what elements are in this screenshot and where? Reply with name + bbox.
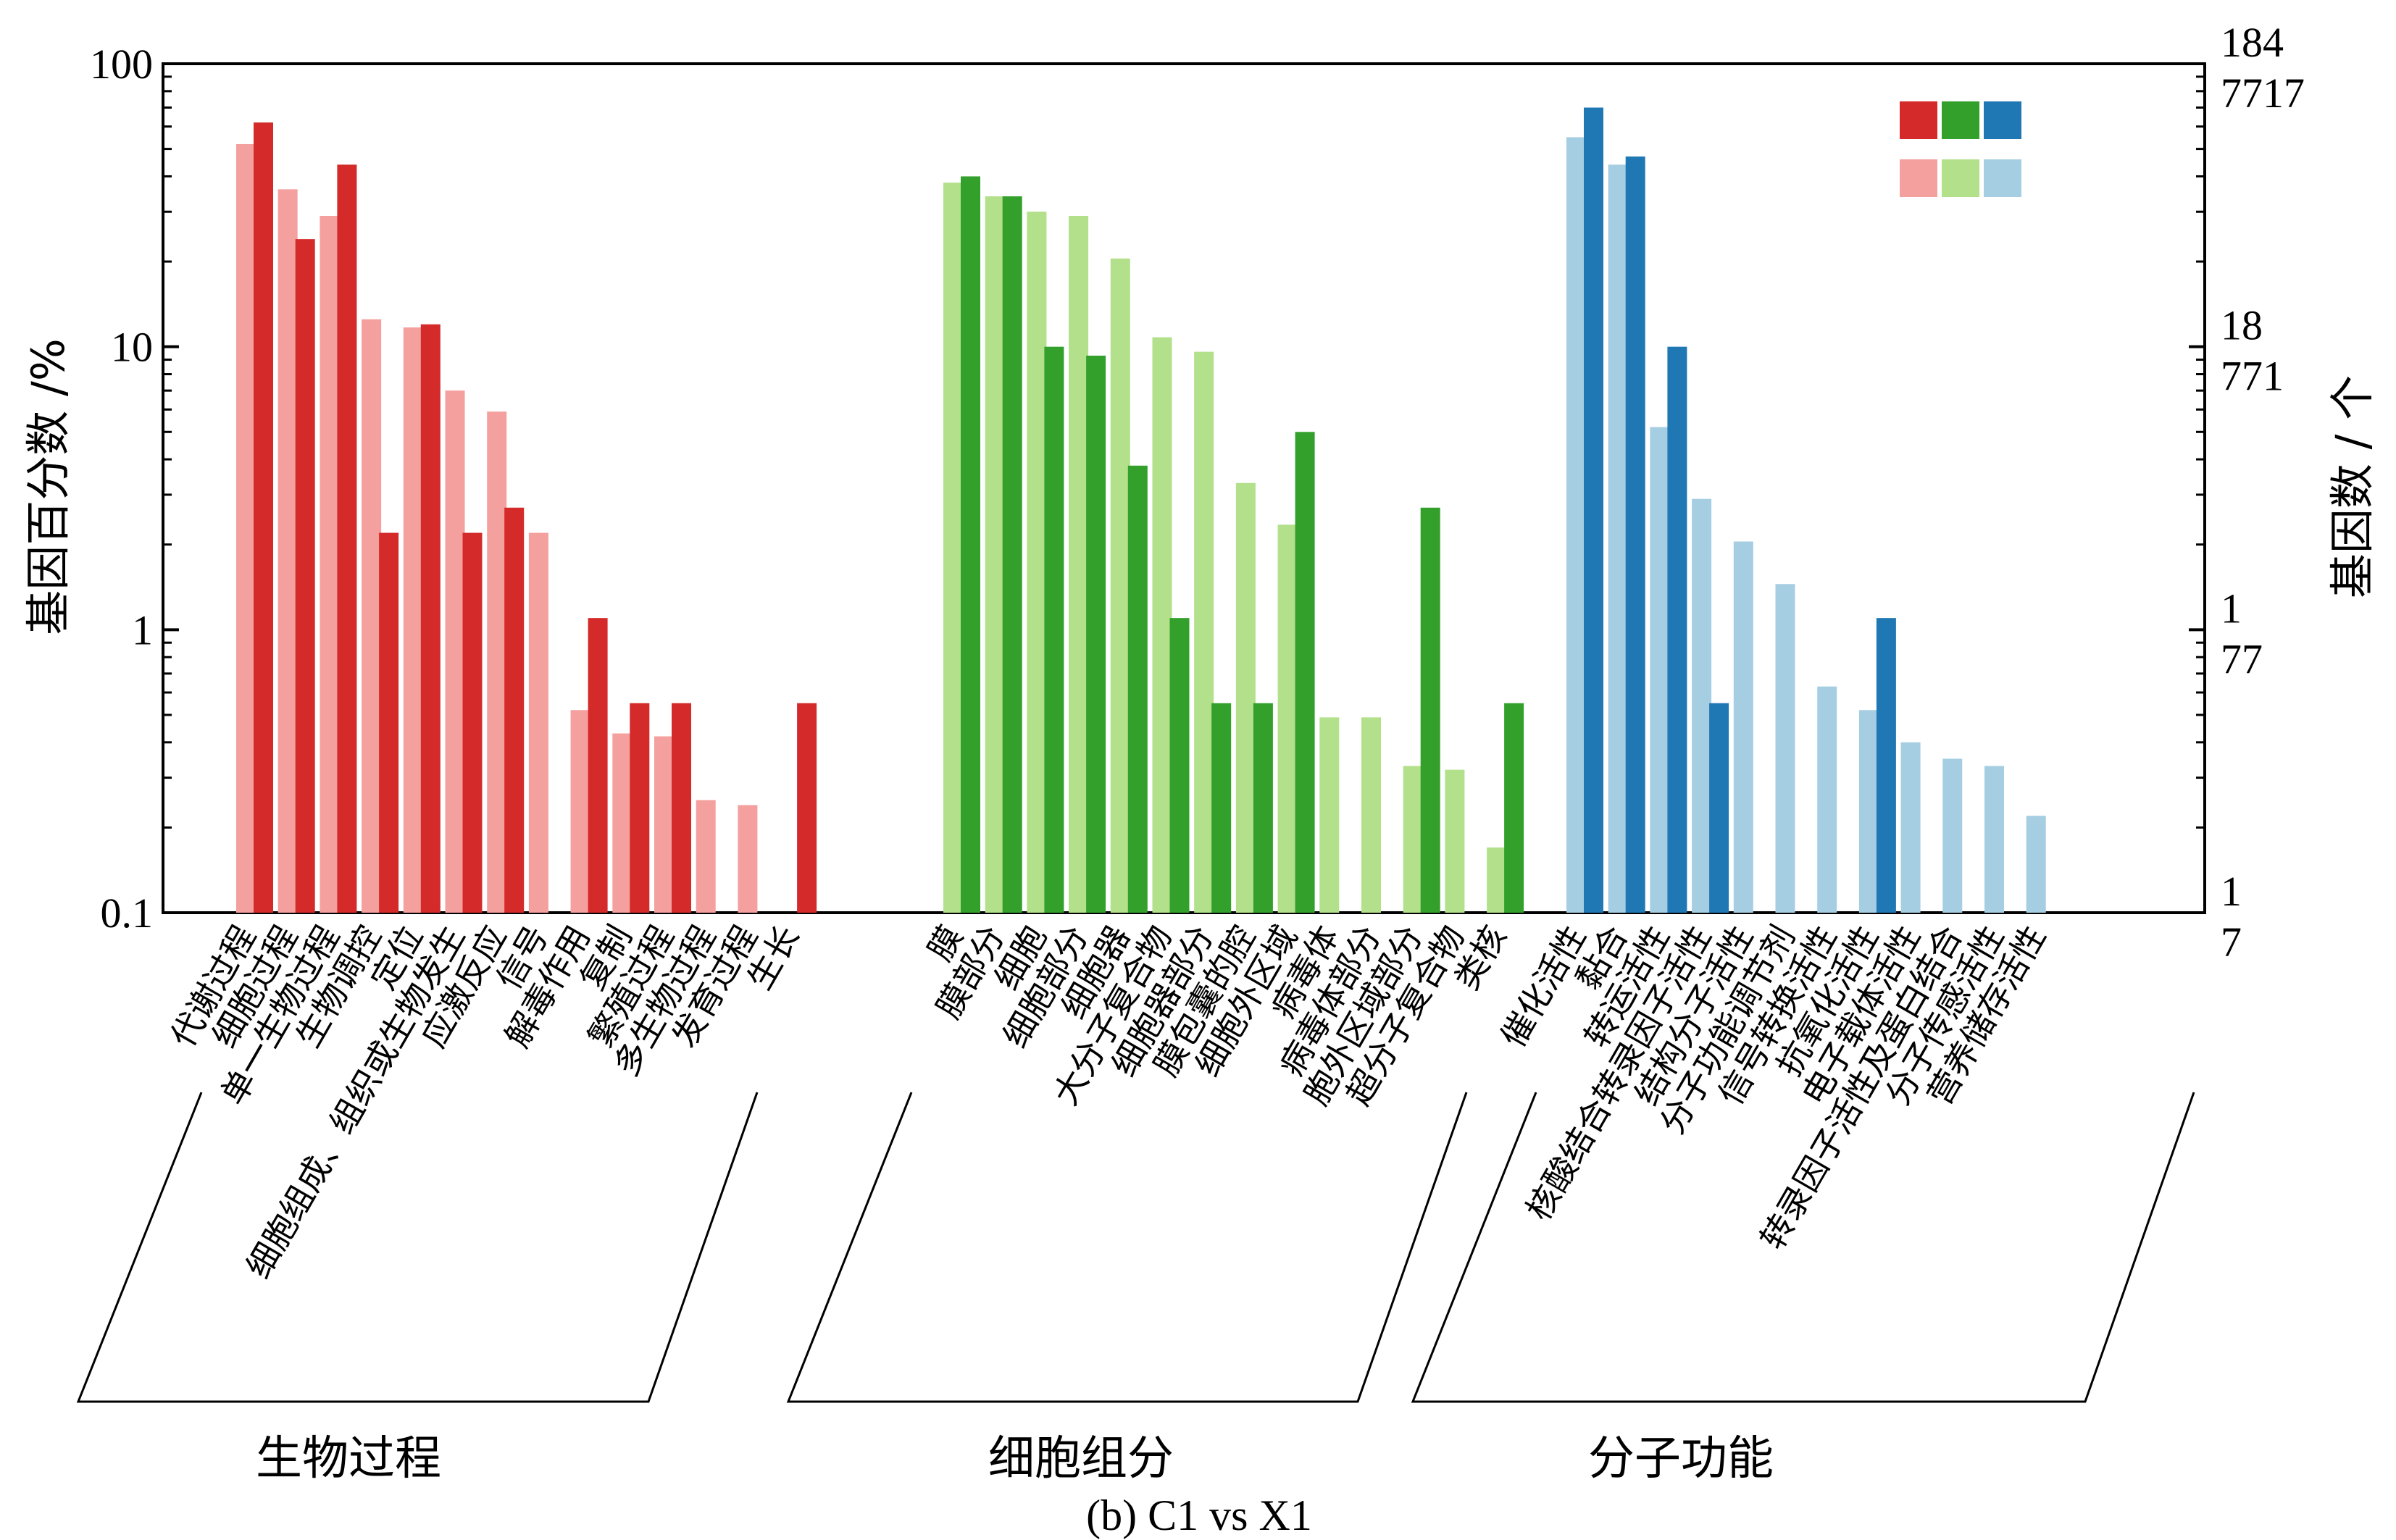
bar-cc_light [1445, 769, 1465, 913]
bar-mf_light [1566, 137, 1586, 913]
bar-cc_light [1277, 524, 1298, 913]
bar-cc_dark [1127, 465, 1148, 913]
legend-swatch-dark [1900, 101, 1937, 139]
bar-bp_dark [504, 507, 525, 913]
bar-cc_dark [1420, 507, 1440, 913]
group-bracket [76, 1092, 759, 1403]
y2-tick-label: 184 [2221, 19, 2284, 66]
bar-bp_light [236, 143, 256, 913]
legend-swatch-light [1900, 159, 1937, 197]
bar-mf_light [1984, 766, 2004, 913]
bar-mf_light [1608, 164, 1628, 913]
bar-bp_dark [420, 324, 441, 913]
bar-mf_dark [1667, 346, 1687, 913]
bar-mf_light [1775, 584, 1795, 913]
y2-tick-label: 7717 [2221, 70, 2305, 117]
bar-bp_light [362, 319, 382, 913]
group-label: 分子功能 [1588, 1432, 1774, 1486]
legend-swatch-light [1984, 159, 2021, 197]
y2-tick-label: 771 [2221, 353, 2284, 400]
bar-cc_light [1194, 351, 1214, 913]
bar-mf_light [1900, 742, 1921, 913]
y-axis-title: 基因百分数 /% [22, 338, 75, 635]
y-tick-label: 10 [111, 324, 153, 371]
bar-cc_light [1027, 212, 1047, 913]
legend-swatch-dark [1942, 101, 1979, 139]
bar-bp_light [320, 216, 340, 913]
bar-cc_dark [1086, 355, 1106, 913]
bar-bp_light [487, 411, 507, 913]
bar-bp_light [570, 710, 590, 913]
y2-tick-label: 1 [2221, 585, 2242, 632]
bar-cc_light [1403, 766, 1423, 913]
bar-mf_light [1942, 758, 1963, 913]
bar-cc_dark [961, 176, 980, 913]
bar-cc_light [1069, 216, 1089, 913]
y-tick-label: 100 [90, 41, 153, 88]
figure-caption: (b) C1 vs X1 [1086, 1491, 1312, 1539]
bar-cc_dark [1002, 196, 1022, 913]
group-bracket [786, 1092, 1468, 1403]
bar-cc_light [943, 183, 963, 913]
bar-mf_dark [1625, 156, 1645, 913]
bar-cc_light [1235, 482, 1256, 913]
bar-mf_light [1817, 686, 1837, 913]
bar-mf_dark [1876, 618, 1896, 913]
bar-cc_light [1487, 847, 1507, 913]
bar-bp_light [612, 733, 633, 913]
bar-cc_dark [1295, 432, 1315, 913]
bar-cc_light [985, 196, 1005, 913]
bar-bp_light [654, 736, 674, 913]
bar-bp_light [696, 800, 716, 913]
bar-mf_light [1692, 498, 1712, 913]
bar-bp_light [738, 805, 758, 913]
bar-mf_light [1650, 427, 1670, 913]
legend-swatch-dark [1984, 101, 2021, 139]
group-label: 生物过程 [256, 1432, 441, 1486]
bar-cc_light [1361, 717, 1381, 913]
bar-bp_dark [254, 122, 273, 913]
bar-bp_dark [588, 618, 608, 913]
legend-swatch-light [1942, 159, 1979, 197]
bar-cc_dark [1253, 703, 1273, 913]
bar-bp_light [403, 327, 423, 913]
bar-bp_light [277, 189, 298, 913]
bar-mf_light [1858, 710, 1879, 913]
bar-bp_dark [379, 532, 399, 913]
y-tick-label: 1 [132, 606, 153, 653]
bar-bp_dark [337, 164, 357, 913]
y2-axis-title: 基因数 / 个 [2326, 375, 2379, 598]
bar-bp_dark [672, 703, 691, 913]
bar-mf_light [2026, 816, 2046, 913]
bar-cc_dark [1504, 703, 1524, 913]
bar-cc_dark [1169, 618, 1190, 913]
y-tick-label: 0.1 [101, 890, 154, 937]
bar-mf_dark [1584, 107, 1603, 913]
bar-bp_light [528, 532, 548, 913]
y2-tick-label: 18 [2221, 302, 2263, 349]
y2-tick-label: 77 [2221, 635, 2263, 682]
bar-bp_dark [462, 532, 483, 913]
bar-bp_dark [630, 703, 650, 913]
bar-bp_light [445, 390, 465, 913]
bar-cc_dark [1044, 346, 1064, 913]
bar-cc_light [1319, 717, 1340, 913]
bar-mf_dark [1709, 703, 1729, 913]
group-label: 细胞组分 [988, 1432, 1174, 1486]
bar-cc_light [1110, 258, 1130, 913]
bar-bp_dark [295, 239, 315, 913]
y2-tick-label: 7 [2221, 918, 2242, 966]
y2-tick-label: 1 [2221, 868, 2242, 915]
bar-bp_dark [797, 703, 817, 913]
bar-mf_light [1733, 541, 1753, 913]
bar-cc_light [1152, 337, 1172, 913]
bar-cc_dark [1211, 703, 1232, 913]
group-bracket [1411, 1092, 2195, 1403]
